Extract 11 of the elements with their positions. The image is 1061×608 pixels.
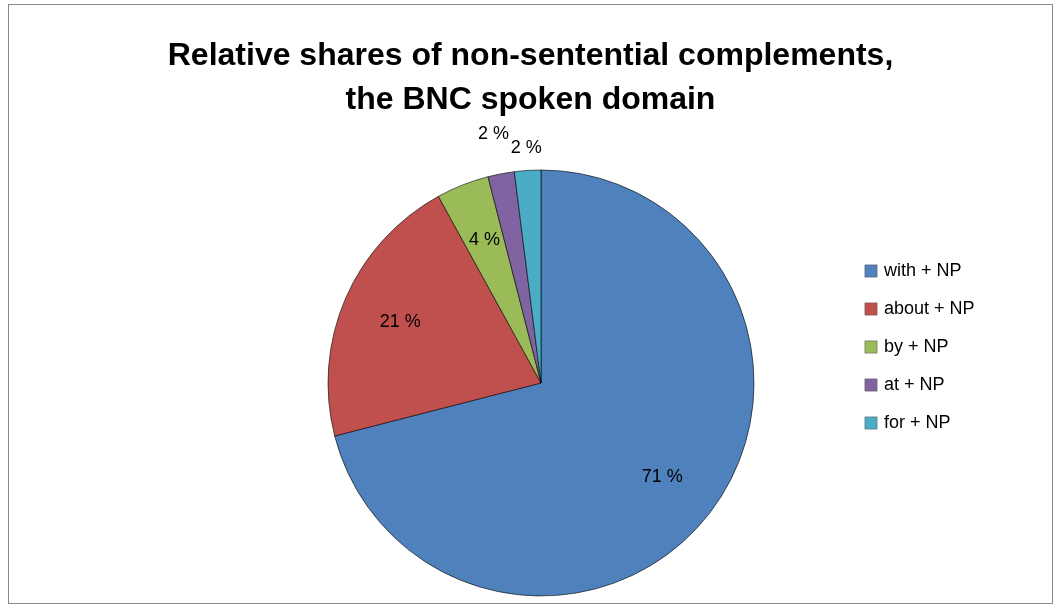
data-label: 2 % [510, 137, 542, 158]
legend-label: at + NP [884, 374, 945, 394]
data-label: 2 % [478, 123, 510, 144]
data-label: 4 % [469, 229, 501, 250]
legend-label: about + NP [884, 298, 975, 318]
legend-label: by + NP [884, 336, 949, 356]
chart-title: Relative shares of non-sentential complements, the BNC spoken domain [167, 36, 894, 116]
legend-label: for + NP [884, 412, 951, 432]
data-label: 21 % [379, 311, 421, 332]
data-label: 71 % [641, 466, 683, 486]
legend-label: with + NP [883, 260, 962, 280]
